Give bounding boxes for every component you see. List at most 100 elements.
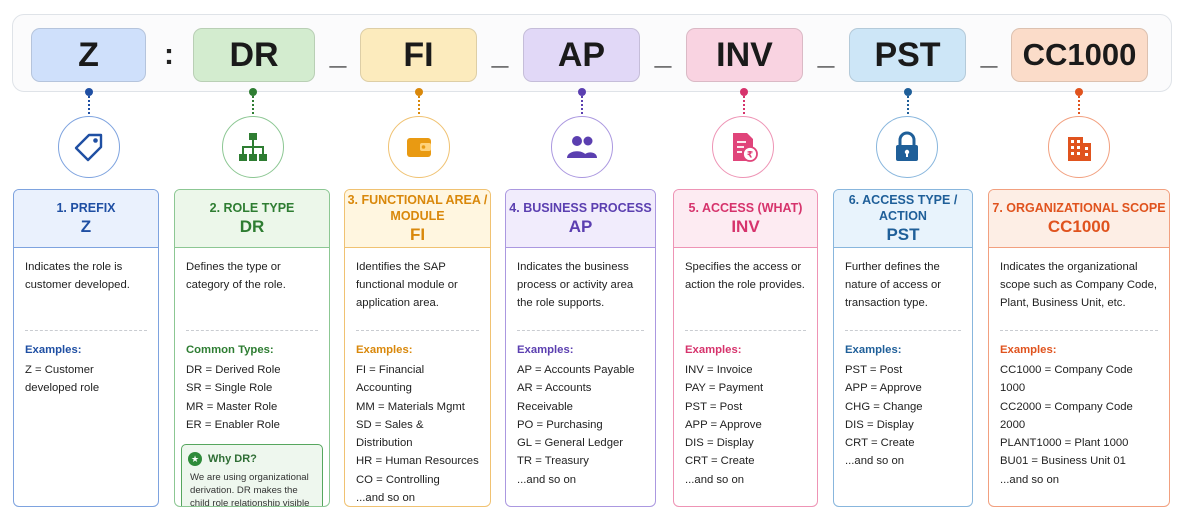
card-code: FI <box>409 225 426 244</box>
divider <box>685 330 806 331</box>
why-title: Why DR? <box>208 453 257 466</box>
users-icon <box>551 116 613 178</box>
divider <box>186 330 318 331</box>
invoice-rupee-icon: ₹ <box>712 116 774 178</box>
example-item: DR = Derived Role <box>186 364 281 376</box>
example-item: PAY = Payment <box>685 382 764 395</box>
example-item: SR = Single Role <box>186 382 273 395</box>
card-title: 3. FUNCTIONAL AREA / MODULE <box>347 193 488 223</box>
card-description: Indicates the role is customer developed… <box>25 261 130 291</box>
card-access: 5. ACCESS (WHAT) INV Specifies the acces… <box>673 189 818 507</box>
example-item: INV = Invoice <box>685 364 753 376</box>
connector-line <box>907 92 909 114</box>
lock-icon <box>876 116 938 178</box>
building-icon <box>1048 116 1110 178</box>
connector-line <box>418 92 420 114</box>
example-item: AR = Accounts Receivable <box>517 382 592 413</box>
code-segment-role-type: DR <box>193 28 315 82</box>
divider <box>25 330 147 331</box>
wallet-icon <box>388 116 450 178</box>
connector-line <box>88 92 90 114</box>
code-segment-functional-area: FI <box>360 28 477 82</box>
card-role-type: 2. ROLE TYPE DR Defines the type or cate… <box>174 189 330 507</box>
example-item: Z = Customer <box>25 364 94 376</box>
connector-line <box>252 92 254 114</box>
example-item: SD = Sales & Distribution <box>356 418 424 450</box>
card-business-process: 4. BUSINESS PROCESS AP Indicates the bus… <box>505 189 656 507</box>
example-item: GL = General Ledger <box>517 437 624 450</box>
code-segment-access-type: PST <box>849 28 966 82</box>
example-item: CRT = Create <box>685 455 755 468</box>
example-item: ...and so on <box>1000 473 1060 486</box>
example-item: CRT = Create <box>845 437 915 450</box>
examples-label: Common Types: <box>186 344 274 356</box>
example-item: AP = Accounts Payable <box>517 364 635 376</box>
connector-line <box>743 92 745 114</box>
card-functional-area: 3. FUNCTIONAL AREA / MODULE FI Identifie… <box>344 189 491 507</box>
star-icon: ★ <box>188 452 202 467</box>
examples-label: Examples: <box>517 344 574 356</box>
example-item: CO = Controlling <box>356 473 440 486</box>
card-description: Indicates the business process or activi… <box>517 261 634 309</box>
example-item: CHG = Change <box>845 400 923 413</box>
card-code: AP <box>568 217 593 236</box>
example-item: MR = Master Role <box>186 400 278 413</box>
example-item: FI = Financial Accounting <box>356 364 425 395</box>
example-item: APP = Approve <box>845 382 922 395</box>
card-code: CC1000 <box>1047 217 1111 236</box>
card-title: 6. ACCESS TYPE / ACTION <box>848 193 958 223</box>
divider <box>1000 330 1158 331</box>
card-title: 4. BUSINESS PROCESS <box>509 201 652 215</box>
example-item: CC2000 = Company Code 2000 <box>1000 400 1133 431</box>
card-description: Defines the type or category of the role… <box>186 261 286 291</box>
example-item: ER = Enabler Role <box>186 418 280 431</box>
card-code: Z <box>80 217 92 236</box>
example-item: developed role <box>25 382 100 395</box>
example-item: DIS = Display <box>845 418 914 431</box>
card-code: DR <box>239 217 265 236</box>
examples-label: Examples: <box>25 344 82 356</box>
card-prefix: 1. PREFIX Z Indicates the role is custom… <box>13 189 159 507</box>
code-segment-prefix: Z <box>31 28 146 82</box>
card-description: Specifies the access or action the role … <box>685 261 805 291</box>
example-item: BU01 = Business Unit 01 <box>1000 455 1126 468</box>
code-segment-org-scope: CC1000 <box>1011 28 1148 82</box>
card-code: PST <box>886 225 920 244</box>
code-separator: _ <box>329 38 347 71</box>
card-org-scope: 7. ORGANIZATIONAL SCOPE CC1000 Indicates… <box>988 189 1170 507</box>
divider <box>356 330 479 331</box>
divider <box>517 330 644 331</box>
example-item: CC1000 = Company Code 1000 <box>1000 364 1133 395</box>
example-item: PST = Post <box>845 364 903 376</box>
tag-icon <box>58 116 120 178</box>
card-description: Identifies the SAP functional module or … <box>356 261 458 309</box>
card-title: 1. PREFIX <box>56 201 116 215</box>
code-segment-access: INV <box>686 28 803 82</box>
card-code: INV <box>731 217 760 236</box>
card-title: 5. ACCESS (WHAT) <box>688 201 803 215</box>
examples-label: Examples: <box>356 344 413 356</box>
code-separator: : <box>164 38 174 71</box>
code-separator: _ <box>980 38 998 71</box>
svg-text:₹: ₹ <box>747 151 753 161</box>
examples-label: Examples: <box>685 344 742 356</box>
example-item: PO = Purchasing <box>517 418 603 431</box>
example-item: DIS = Display <box>685 437 754 450</box>
card-description: Indicates the organizational scope such … <box>1000 261 1157 309</box>
card-title: 2. ROLE TYPE <box>209 201 295 215</box>
example-item: HR = Human Resources <box>356 455 479 468</box>
code-separator: _ <box>491 38 509 71</box>
example-item: ...and so on <box>685 473 745 486</box>
example-item: TR = Treasury <box>517 455 589 468</box>
why-dr-callout: ★ Why DR? We are using organizational de… <box>181 444 323 507</box>
code-separator: _ <box>817 38 835 71</box>
code-separator: _ <box>654 38 672 71</box>
example-item: MM = Materials Mgmt <box>356 400 465 413</box>
connector-line <box>1078 92 1080 114</box>
why-text: We are using organizational derivation. … <box>190 472 310 507</box>
examples-label: Examples: <box>1000 344 1057 356</box>
card-title: 7. ORGANIZATIONAL SCOPE <box>992 201 1166 215</box>
card-access-type: 6. ACCESS TYPE / ACTION PST Further defi… <box>833 189 973 507</box>
example-item: PLANT1000 = Plant 1000 <box>1000 437 1129 450</box>
examples-label: Examples: <box>845 344 902 356</box>
